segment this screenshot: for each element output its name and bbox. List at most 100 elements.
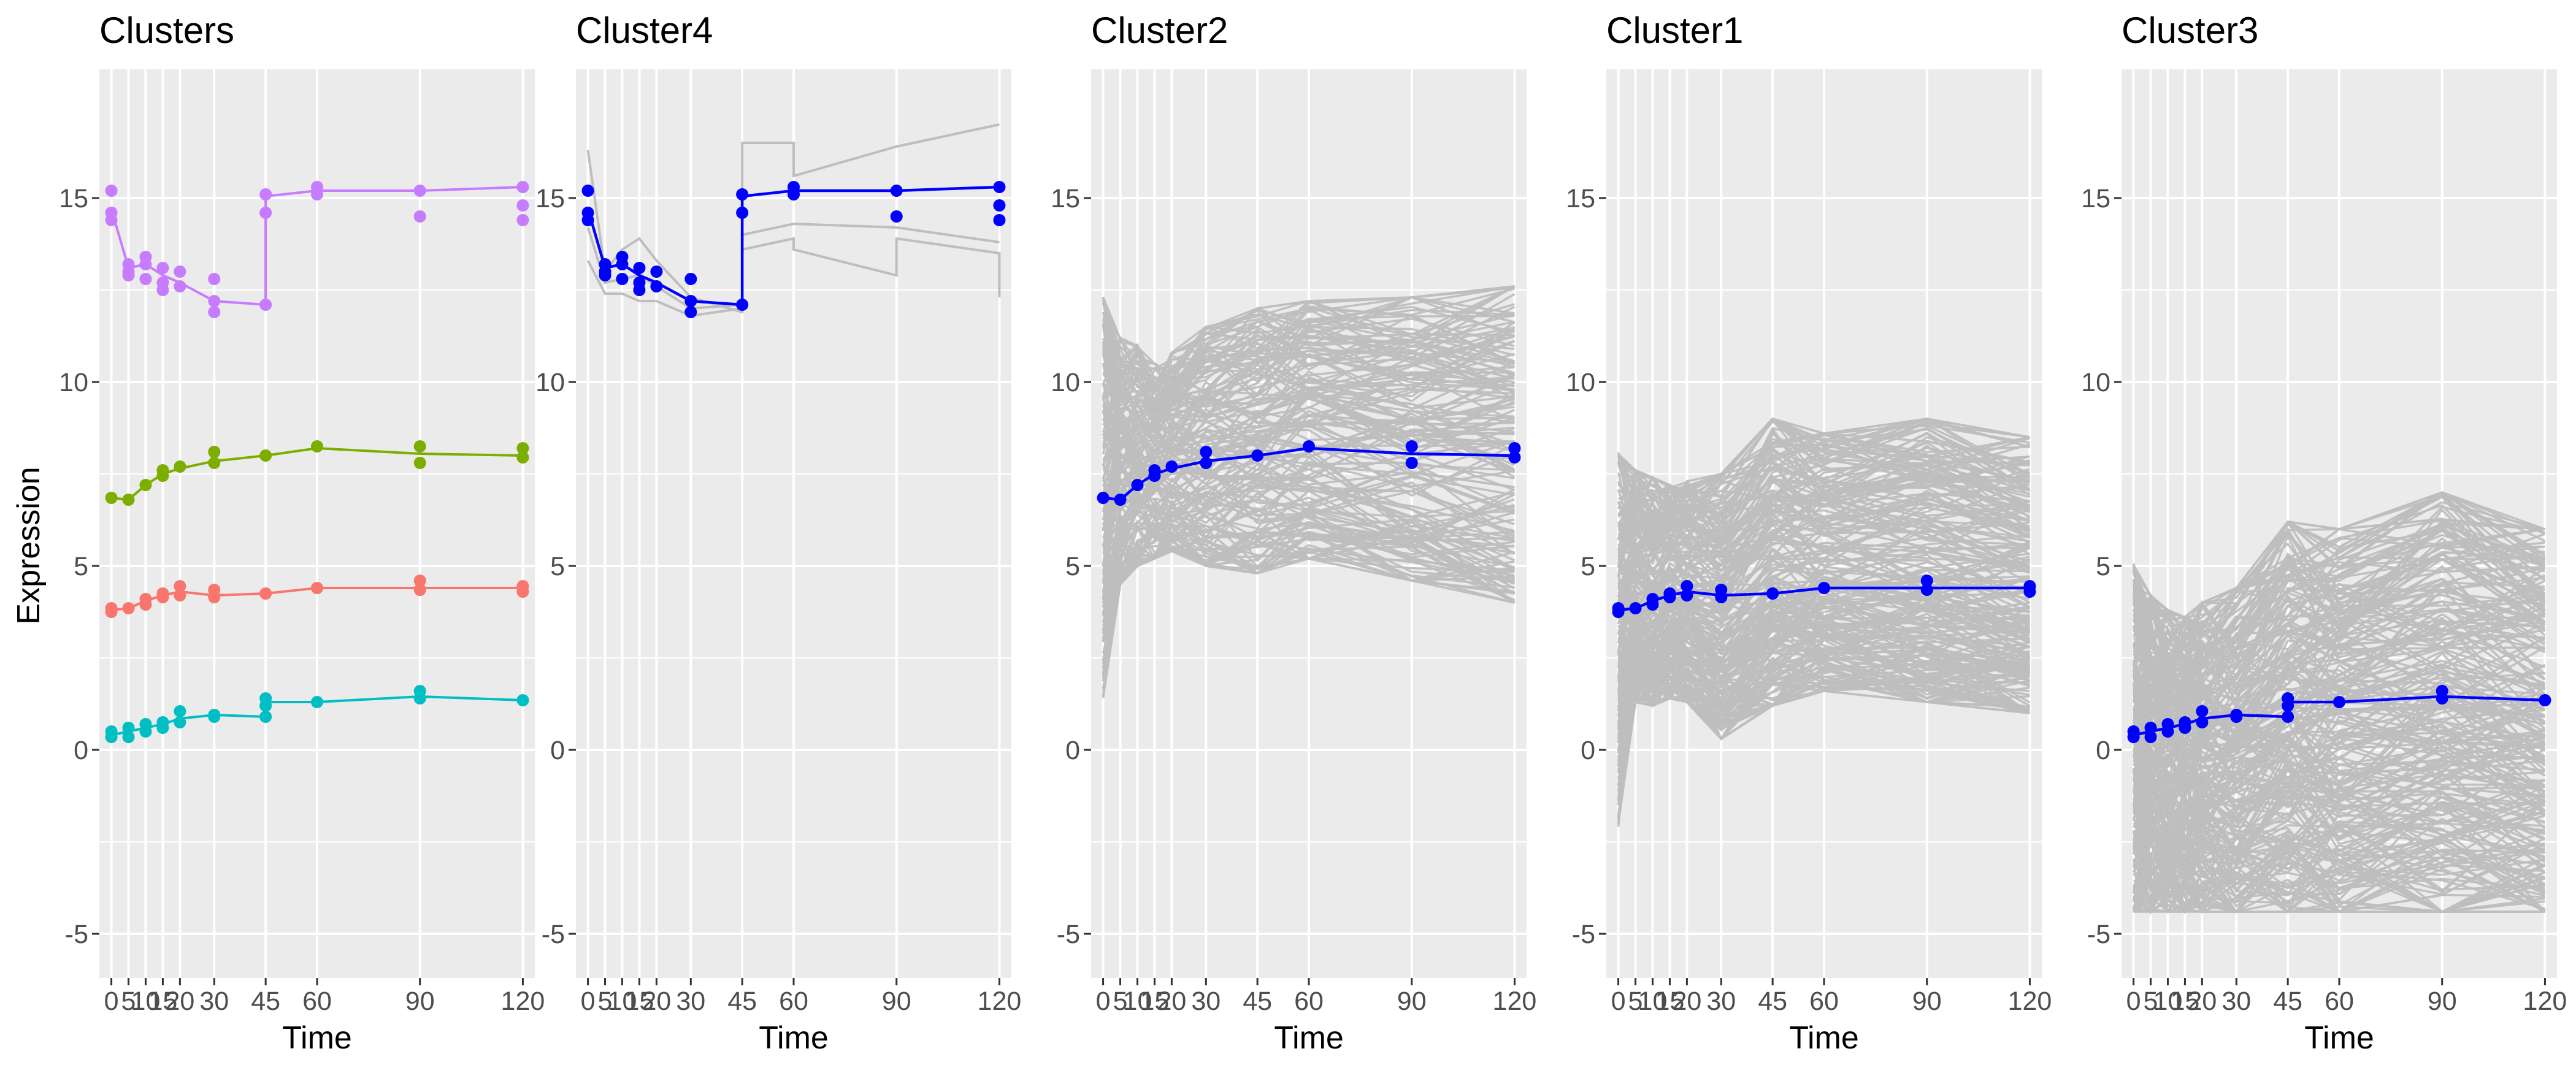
x-tick-label: 60 xyxy=(1809,987,1839,1016)
data-point xyxy=(516,694,529,706)
data-point xyxy=(2282,700,2294,712)
data-point xyxy=(1114,494,1127,506)
data-point xyxy=(174,705,186,717)
data-point xyxy=(139,479,152,491)
x-tick-label: 120 xyxy=(2523,987,2567,1016)
x-tick-label: 30 xyxy=(2221,987,2251,1016)
x-tick-label: 5 xyxy=(2144,987,2158,1016)
x-tick-label: 90 xyxy=(405,987,435,1016)
plot-area xyxy=(581,123,1006,318)
background-line xyxy=(2133,757,2545,869)
data-point xyxy=(516,199,529,212)
x-tick-label: 20 xyxy=(2187,987,2217,1016)
data-point xyxy=(1629,602,1642,614)
background-line xyxy=(2133,703,2546,799)
data-point xyxy=(208,711,221,723)
data-point xyxy=(2023,586,2036,598)
data-point xyxy=(1681,580,1693,592)
y-tick-label: 15 xyxy=(535,184,565,213)
y-tick-label: 10 xyxy=(2081,368,2110,397)
series xyxy=(105,440,529,506)
data-point xyxy=(1646,598,1659,611)
x-tick-label: 60 xyxy=(302,987,332,1016)
data-point xyxy=(259,299,272,311)
background-line xyxy=(1617,639,2030,712)
highlight-series xyxy=(581,181,1006,318)
data-point xyxy=(1766,587,1779,600)
data-point xyxy=(650,265,663,278)
y-tick-label: 15 xyxy=(1051,184,1080,213)
x-tick-label: 90 xyxy=(882,987,911,1016)
y-tick-label: 5 xyxy=(550,552,565,581)
background-line xyxy=(2132,699,2546,804)
data-point xyxy=(259,207,272,219)
grid xyxy=(99,69,535,978)
x-tick-label: 30 xyxy=(199,987,229,1016)
data-point xyxy=(174,265,186,278)
plot-area xyxy=(1612,417,2036,827)
data-point xyxy=(684,306,697,318)
series xyxy=(105,181,529,318)
data-point xyxy=(684,295,697,307)
background-line xyxy=(1102,395,1515,521)
data-point xyxy=(156,591,169,603)
data-point xyxy=(1251,449,1264,462)
x-tick-label: 20 xyxy=(1672,987,1701,1016)
highlight-series xyxy=(2127,685,2551,743)
data-point xyxy=(122,722,135,734)
x-tick-label: 5 xyxy=(1113,987,1128,1016)
data-point xyxy=(311,696,323,708)
x-tick-label: 5 xyxy=(1628,987,1643,1016)
x-axis-title: Time xyxy=(282,1020,352,1056)
background-line xyxy=(1102,468,1515,568)
x-tick-label: 20 xyxy=(1157,987,1186,1016)
data-point xyxy=(599,269,611,281)
panel-title: Clusters xyxy=(99,10,234,51)
x-tick-label: 10 xyxy=(131,987,161,1016)
x-tick-label: 45 xyxy=(251,987,280,1016)
background-line xyxy=(1618,491,2030,592)
data-point xyxy=(2144,722,2157,734)
x-tick-label: 10 xyxy=(1123,987,1152,1016)
data-point xyxy=(413,575,426,587)
background-line xyxy=(2132,527,2546,662)
data-point xyxy=(2539,694,2551,706)
data-point xyxy=(413,210,426,223)
background-line xyxy=(1617,481,2031,555)
background-line xyxy=(1102,352,1515,422)
data-point xyxy=(2161,725,2174,738)
x-tick-label: 60 xyxy=(2325,987,2354,1016)
data-point xyxy=(413,185,426,197)
background-line xyxy=(1102,514,1515,662)
data-point xyxy=(156,284,169,296)
data-point xyxy=(516,451,529,464)
y-tick-label: -5 xyxy=(542,920,565,949)
data-point xyxy=(1303,440,1315,452)
background-line xyxy=(2132,802,2546,912)
background-line xyxy=(1617,521,2030,568)
y-tick-label: 10 xyxy=(1051,368,1080,397)
background-line xyxy=(1617,546,2031,690)
background-line xyxy=(1617,417,2030,514)
background-line xyxy=(1102,286,1515,389)
data-point xyxy=(2282,711,2294,723)
background-line xyxy=(1617,656,2031,819)
data-point xyxy=(616,258,629,270)
background-line xyxy=(1102,362,1515,458)
background-line xyxy=(2133,842,2546,911)
background-line xyxy=(1617,478,2030,609)
data-point xyxy=(105,606,118,618)
y-tick-label: 0 xyxy=(74,736,88,765)
panel-title: Cluster2 xyxy=(1091,10,1228,51)
data-point xyxy=(139,725,152,738)
background-line xyxy=(1102,328,1516,424)
x-tick-label: 45 xyxy=(1243,987,1272,1016)
x-tick-label: 90 xyxy=(1397,987,1427,1016)
data-point xyxy=(581,185,594,197)
data-point xyxy=(1612,606,1625,618)
data-point xyxy=(105,185,118,197)
y-axis-title: Expression xyxy=(11,467,47,624)
data-point xyxy=(650,280,663,292)
